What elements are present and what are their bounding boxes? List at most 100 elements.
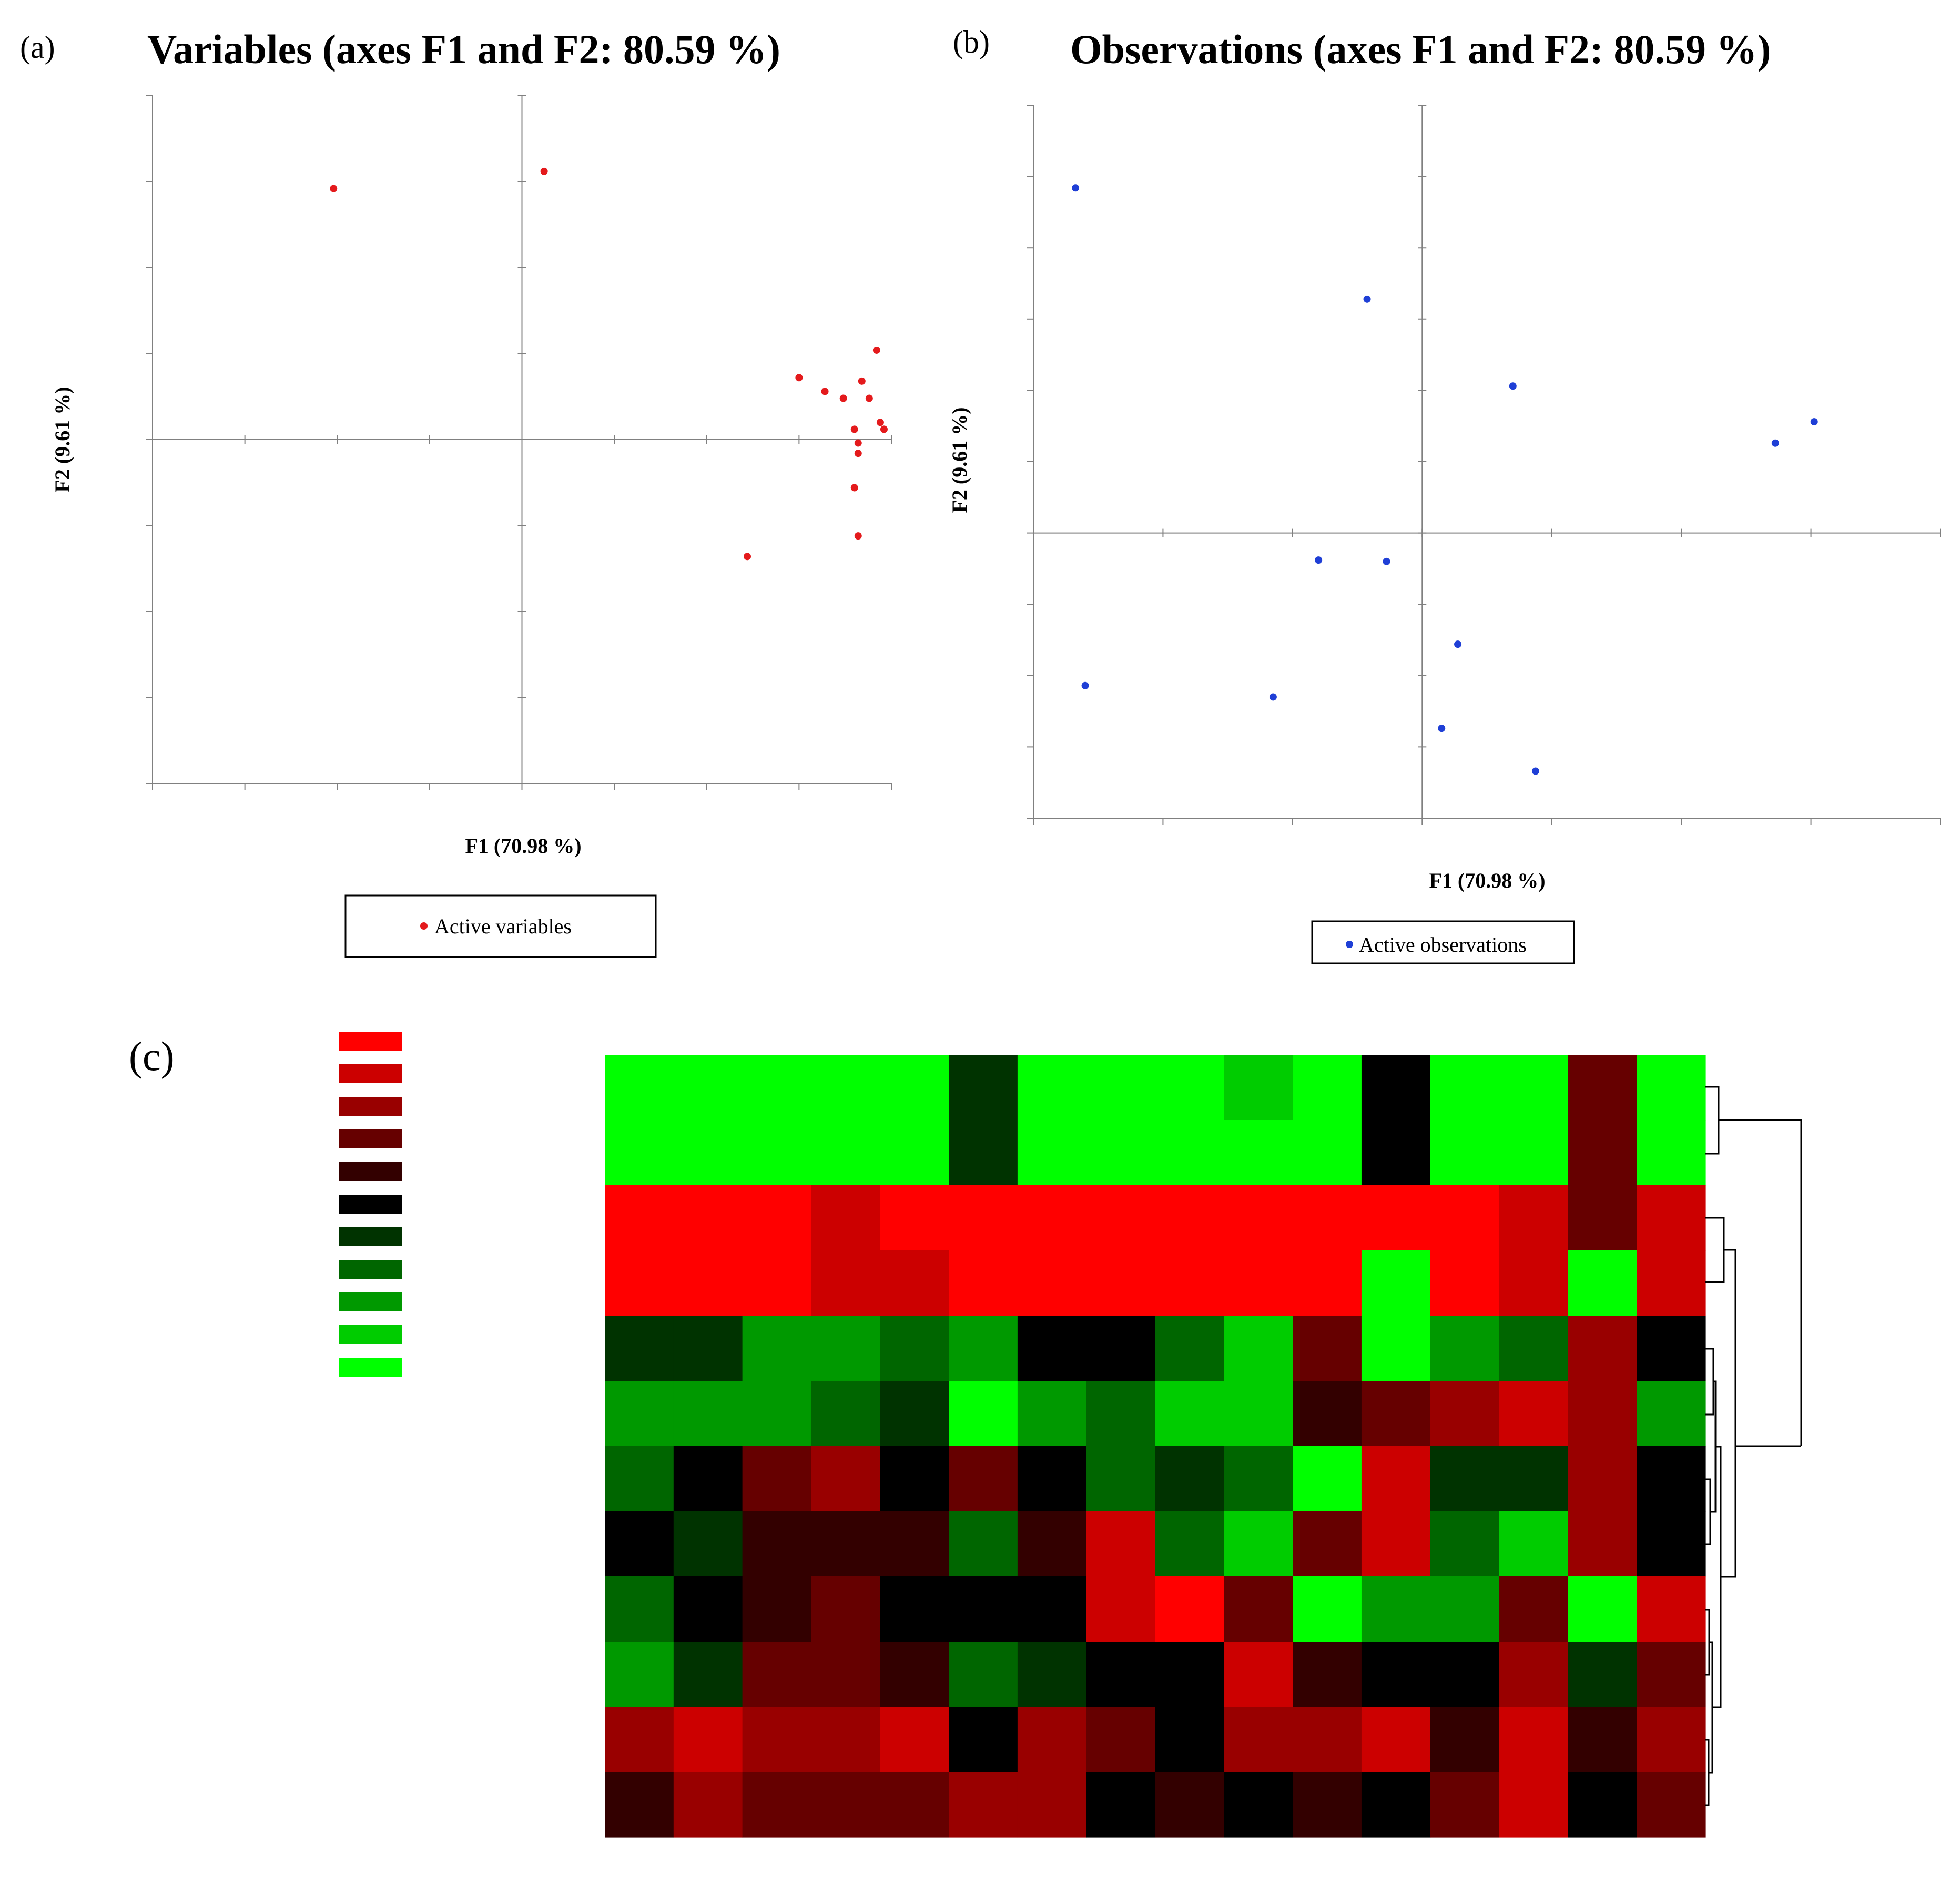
heatmap-cell [1017,1576,1087,1642]
data-point [1509,382,1517,390]
heatmap-cell [1293,1185,1362,1251]
heatmap-cell [605,1511,674,1577]
heatmap-cell [811,1707,880,1773]
heatmap-cell [1568,1120,1637,1186]
heatmap-cell [1086,1316,1156,1381]
heatmap-cell [1293,1707,1362,1773]
heatmap-cell [1155,1772,1224,1838]
heatmap-cell [673,1316,743,1381]
heatmap-cell [949,1250,1018,1316]
heatmap-cell [1568,1185,1637,1251]
heatmap-cell [1293,1120,1362,1186]
heatmap-cell [880,1642,949,1707]
data-point [1081,681,1089,689]
heatmap-cell [1155,1120,1224,1186]
heatmap-cell [605,1185,674,1251]
color-scale-swatch [339,1097,402,1116]
data-point [865,394,873,402]
heatmap-cell [1430,1316,1500,1381]
data-point [880,425,888,433]
heatmap-cell [605,1707,674,1773]
heatmap-cell [1568,1511,1637,1577]
heatmap-cell [1499,1446,1568,1512]
heatmap-cell [1568,1707,1637,1773]
data-point [850,484,858,492]
color-scale-swatch [339,1032,402,1051]
color-scale-swatch [339,1260,402,1279]
panel-b-y-axis-title: F2 (9.61 %) [948,407,971,513]
heatmap-cell [880,1120,949,1186]
heatmap-cell [605,1576,674,1642]
panel-b-plot-area [1027,105,1941,825]
heatmap-cell [605,1381,674,1447]
heatmap-cell [1155,1185,1224,1251]
heatmap-cell [1017,1185,1087,1251]
heatmap-cell [1361,1381,1431,1447]
heatmap-cell [1568,1772,1637,1838]
heatmap-cell [1086,1055,1156,1121]
heatmap-cell [742,1316,812,1381]
data-point [1363,295,1371,303]
panel-a-legend-label: Active variables [434,914,572,938]
panel-a-y-axis-title: F2 (9.61 %) [50,386,74,492]
heatmap-cell [1155,1316,1224,1381]
heatmap-cell [1430,1185,1500,1251]
heatmap-cell [1293,1446,1362,1512]
heatmap-cell [949,1381,1018,1447]
heatmap-cell [1637,1185,1706,1251]
heatmap-cell [1361,1055,1431,1121]
dendrogram-branch [1705,1478,1711,1545]
heatmap-cell [605,1250,674,1316]
data-point [1072,184,1080,192]
heatmap-cell [1430,1576,1500,1642]
heatmap-cell [1430,1250,1500,1316]
data-point [330,185,338,192]
heatmap-cell [1224,1511,1293,1577]
heatmap-cell [949,1120,1018,1186]
heatmap-cell [605,1642,674,1707]
heatmap-cell [880,1446,949,1512]
heatmap-cell [673,1446,743,1512]
heatmap-cell [1430,1381,1500,1447]
heatmap-cell [1361,1772,1431,1838]
heatmap-cell [1430,1120,1500,1186]
data-point [876,419,884,426]
heatmap-cell [1361,1446,1431,1512]
heatmap-cell [1430,1446,1500,1512]
color-scale-swatch [339,1358,402,1377]
heatmap-cell [880,1772,949,1838]
heatmap-cell [1224,1316,1293,1381]
heatmap-cell [673,1185,743,1251]
heatmap-cell [1086,1707,1156,1773]
color-scale-swatch [339,1227,402,1246]
heatmap-cell [1430,1642,1500,1707]
data-point [821,388,829,395]
heatmap-cell [742,1446,812,1512]
color-scale-swatch [339,1129,402,1148]
panel-c-letter: (c) [129,1033,175,1079]
heatmap-cell [742,1250,812,1316]
heatmap-cell [605,1316,674,1381]
heatmap-cell [1155,1381,1224,1447]
heatmap-cell [1499,1707,1568,1773]
heatmap-cell [1155,1055,1224,1121]
heatmap-cell [949,1642,1018,1707]
heatmap-cell [1086,1446,1156,1512]
color-scale-swatch [339,1064,402,1083]
data-point [795,374,803,382]
panel-b-legend-marker [1346,941,1353,948]
heatmap-cell [1017,1250,1087,1316]
heatmap-cell [1017,1642,1087,1707]
heatmap-cell [1155,1250,1224,1316]
data-point [850,425,858,433]
heatmap-cell [673,1707,743,1773]
heatmap-cell [1361,1316,1431,1381]
data-point [1383,557,1390,565]
heatmap-cell [811,1055,880,1121]
heatmap-cell [880,1576,949,1642]
heatmap-cell [1017,1381,1087,1447]
heatmap-cell [1086,1772,1156,1838]
heatmap-cell [1637,1446,1706,1512]
heatmap-cell [811,1381,880,1447]
heatmap-cell [1568,1381,1637,1447]
